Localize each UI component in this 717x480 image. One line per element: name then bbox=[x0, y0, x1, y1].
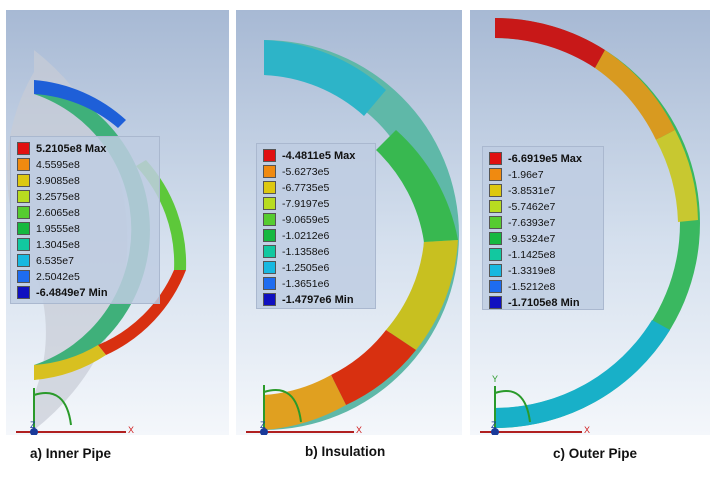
legend-label: 4.5595e8 bbox=[36, 158, 80, 171]
legend-label: -1.1425e8 bbox=[508, 248, 556, 261]
legend-swatch bbox=[17, 174, 30, 187]
legend-swatch bbox=[489, 168, 502, 181]
legend-label: -1.2505e6 bbox=[282, 261, 330, 274]
legend-label: -3.8531e7 bbox=[508, 184, 556, 197]
legend-swatch bbox=[17, 142, 30, 155]
origin-marker bbox=[491, 428, 499, 435]
outer-pipe-ring-yellow bbox=[656, 130, 698, 222]
caption-outer-pipe: c) Outer Pipe bbox=[553, 446, 638, 461]
legend-label: -1.7105e8 Min bbox=[508, 296, 580, 309]
legend-swatch bbox=[263, 197, 276, 210]
legend-inner-pipe: 5.2105e8 Max 4.5595e8 3.9085e8 3.2575e8 … bbox=[10, 136, 160, 304]
insulation-ring-orange bbox=[264, 375, 346, 430]
legend-swatch bbox=[263, 213, 276, 226]
legend-label: 1.3045e8 bbox=[36, 238, 80, 251]
y-axis-arrow bbox=[263, 385, 302, 432]
legend-swatch bbox=[489, 248, 502, 261]
insulation-ring-yellow bbox=[386, 240, 458, 350]
legend-label: 1.9555e8 bbox=[36, 222, 80, 235]
legend-swatch bbox=[17, 190, 30, 203]
legend-swatch bbox=[17, 286, 30, 299]
inner-pipe-ring-top bbox=[34, 80, 126, 128]
y-axis-arrow bbox=[33, 388, 72, 432]
legend-label: 2.6065e8 bbox=[36, 206, 80, 219]
legend-label: 3.9085e8 bbox=[36, 174, 80, 187]
legend-label: -4.4811e5 Max bbox=[282, 149, 356, 162]
legend-insulation: -4.4811e5 Max -5.6273e5 -6.7735e5 -7.919… bbox=[256, 143, 376, 309]
insulation-ring-red bbox=[331, 330, 416, 405]
origin-marker bbox=[260, 428, 268, 435]
legend-swatch bbox=[263, 261, 276, 274]
outer-pipe-ring-orange bbox=[595, 50, 675, 140]
legend-swatch bbox=[489, 152, 502, 165]
legend-label: -6.6919e5 Max bbox=[508, 152, 582, 165]
legend-swatch bbox=[489, 216, 502, 229]
x-axis-label: X bbox=[584, 425, 591, 435]
caption-insulation: b) Insulation bbox=[305, 444, 386, 459]
legend-swatch bbox=[17, 158, 30, 171]
z-axis-label: Z bbox=[30, 420, 36, 430]
legend-outer-pipe: -6.6919e5 Max -1.96e7 -3.8531e7 -5.7462e… bbox=[482, 146, 604, 310]
legend-label: 3.2575e8 bbox=[36, 190, 80, 203]
legend-label: -1.3319e8 bbox=[508, 264, 556, 277]
x-axis-label: X bbox=[128, 425, 135, 435]
legend-swatch bbox=[263, 149, 276, 162]
legend-swatch bbox=[263, 181, 276, 194]
legend-label: -1.1358e6 bbox=[282, 245, 330, 258]
legend-swatch bbox=[263, 293, 276, 306]
legend-swatch bbox=[263, 245, 276, 258]
outer-pipe-ring-cyan bbox=[495, 320, 670, 429]
origin-marker bbox=[30, 428, 38, 435]
legend-label: -9.5324e7 bbox=[508, 232, 556, 245]
legend-label: -1.4797e6 Min bbox=[282, 293, 354, 306]
legend-label: -5.7462e7 bbox=[508, 200, 556, 213]
legend-swatch bbox=[17, 238, 30, 251]
legend-label: 6.535e7 bbox=[36, 254, 74, 267]
legend-swatch bbox=[489, 232, 502, 245]
legend-label: -1.3651e6 bbox=[282, 277, 330, 290]
caption-inner-pipe: a) Inner Pipe bbox=[30, 446, 112, 461]
z-axis-label: Z bbox=[491, 420, 497, 430]
legend-swatch bbox=[263, 277, 276, 290]
legend-swatch bbox=[489, 200, 502, 213]
legend-label: -1.5212e8 bbox=[508, 280, 556, 293]
legend-swatch bbox=[489, 280, 502, 293]
y-axis-label: Y bbox=[492, 374, 499, 384]
z-axis-label: Z bbox=[260, 420, 266, 430]
legend-label: -9.0659e5 bbox=[282, 213, 330, 226]
legend-swatch bbox=[17, 222, 30, 235]
legend-label: 5.2105e8 Max bbox=[36, 142, 107, 155]
insulation-ring-top bbox=[264, 40, 386, 116]
legend-swatch bbox=[17, 270, 30, 283]
legend-label: -7.9197e5 bbox=[282, 197, 330, 210]
legend-label: -7.6393e7 bbox=[508, 216, 556, 229]
legend-label: -6.4849e7 Min bbox=[36, 286, 108, 299]
y-axis-arrow bbox=[494, 386, 531, 432]
legend-swatch bbox=[489, 296, 502, 309]
legend-label: -5.6273e5 bbox=[282, 165, 330, 178]
contour-outer-pipe bbox=[480, 18, 700, 435]
legend-label: -1.0212e6 bbox=[282, 229, 330, 242]
legend-swatch bbox=[489, 264, 502, 277]
legend-swatch bbox=[17, 206, 30, 219]
inner-pipe-ring-yellow bbox=[34, 345, 106, 380]
outer-pipe-ring-red bbox=[495, 18, 605, 68]
inner-pipe-ring-red bbox=[98, 270, 186, 355]
panel-outer-pipe: -6.6919e5 Max -1.96e7 -3.8531e7 -5.7462e… bbox=[470, 10, 710, 435]
contour-insulation bbox=[246, 40, 459, 435]
panel-inner-pipe: 5.2105e8 Max 4.5595e8 3.9085e8 3.2575e8 … bbox=[6, 10, 229, 435]
legend-label: -1.96e7 bbox=[508, 168, 544, 181]
legend-label: -6.7735e5 bbox=[282, 181, 330, 194]
legend-swatch bbox=[263, 229, 276, 242]
insulation-ring-green bbox=[376, 130, 458, 242]
x-axis-label: X bbox=[356, 425, 363, 435]
inner-pipe-ring-mid bbox=[136, 160, 187, 270]
legend-swatch bbox=[17, 254, 30, 267]
panel-insulation: -4.4811e5 Max -5.6273e5 -6.7735e5 -7.919… bbox=[236, 10, 462, 435]
legend-swatch bbox=[489, 184, 502, 197]
legend-swatch bbox=[263, 165, 276, 178]
legend-label: 2.5042e5 bbox=[36, 270, 80, 283]
